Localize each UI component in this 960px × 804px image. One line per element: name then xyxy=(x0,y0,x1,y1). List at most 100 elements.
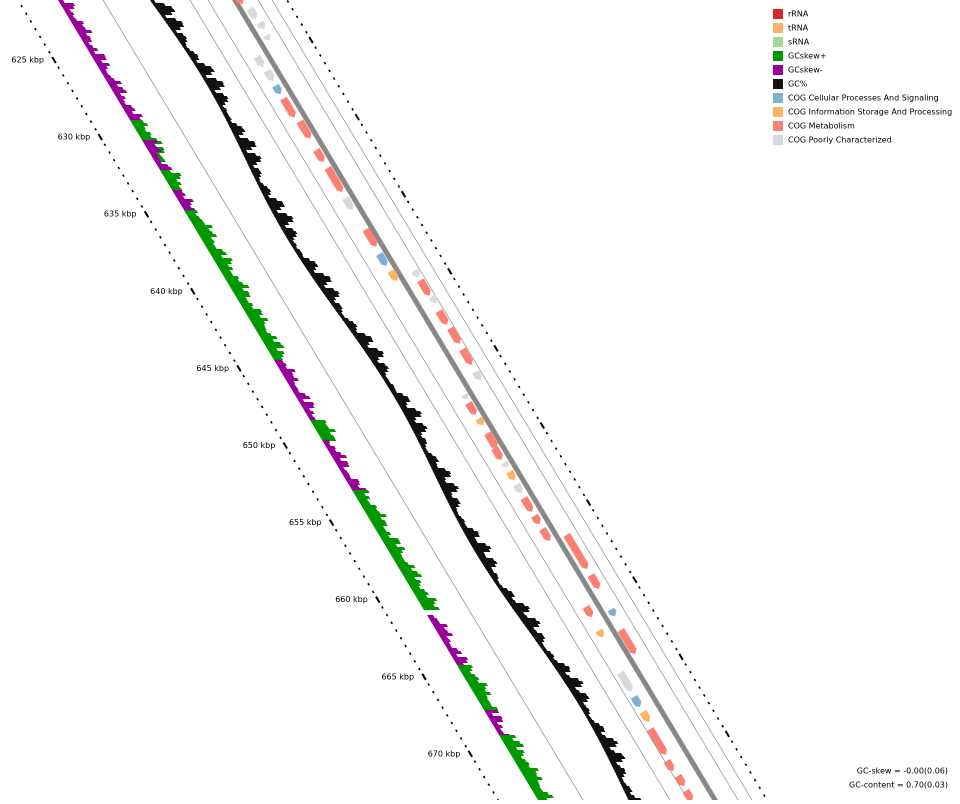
major-tick xyxy=(190,287,196,295)
gc-content-bar xyxy=(332,306,343,309)
minor-tick xyxy=(117,166,121,170)
gc-content-bar xyxy=(508,603,525,606)
gc-skew-positive xyxy=(533,792,550,795)
minor-tick xyxy=(443,262,447,266)
gc-content-bar xyxy=(606,756,626,759)
gc-skew-positive xyxy=(377,532,392,535)
gc-content-bar xyxy=(492,579,499,582)
gene-feature xyxy=(513,482,523,494)
minor-tick xyxy=(385,613,389,617)
gc-skew-positive xyxy=(227,282,244,285)
gc-skew-stat: GC-skew = -0.00(0.06) xyxy=(857,767,948,776)
minor-tick xyxy=(721,724,725,728)
gene-feature xyxy=(313,148,325,163)
gc-content-bar xyxy=(530,633,544,636)
minor-tick xyxy=(369,138,373,142)
gc-skew-positive xyxy=(464,677,480,680)
minor-tick xyxy=(24,12,28,16)
gc-skew-positive xyxy=(480,704,493,707)
gc-skew-negative xyxy=(158,167,173,170)
gc-content-bar xyxy=(475,552,486,555)
gc-content-bar xyxy=(454,516,463,519)
minor-tick xyxy=(689,670,692,674)
gene-feature xyxy=(607,607,617,617)
gc-skew-negative xyxy=(288,384,297,387)
gc-skew-negative xyxy=(428,618,439,621)
gc-content-bar xyxy=(177,39,188,42)
gene-feature xyxy=(263,68,275,82)
minor-tick xyxy=(749,771,752,774)
gc-content-bar xyxy=(549,660,559,663)
gc-content-bar xyxy=(295,252,304,255)
minor-tick xyxy=(464,744,467,748)
gc-skew-negative xyxy=(334,461,349,464)
minor-tick xyxy=(293,459,296,463)
minor-tick xyxy=(744,763,748,767)
minor-tick xyxy=(665,632,669,636)
legend-label: COG Cellular Processes And Signaling xyxy=(788,94,939,103)
gc-content-bar xyxy=(445,498,459,501)
minor-tick xyxy=(610,539,613,543)
gc-skew-negative xyxy=(275,363,287,366)
gc-skew-positive xyxy=(371,523,388,526)
gc-skew-positive xyxy=(163,176,181,179)
gc-content-bar xyxy=(559,675,571,678)
scale-label: 650 kbp xyxy=(243,441,276,450)
gc-content-bar xyxy=(222,114,230,117)
minor-tick xyxy=(758,786,762,790)
gene-feature xyxy=(324,166,344,193)
minor-tick xyxy=(492,791,495,794)
minor-tick xyxy=(89,120,93,124)
gc-skew-positive xyxy=(270,354,284,357)
gc-skew-negative xyxy=(142,140,159,143)
minor-tick xyxy=(302,474,306,478)
minor-tick xyxy=(205,313,208,316)
gc-content-bar xyxy=(221,111,229,114)
gc-skew-negative xyxy=(83,42,91,45)
gc-skew-negative xyxy=(143,143,156,146)
gc-skew-negative xyxy=(112,90,128,93)
gc-content-bar xyxy=(444,495,453,498)
gc-content-bar xyxy=(471,546,492,549)
gc-skew-positive xyxy=(375,529,387,532)
minor-tick xyxy=(675,647,678,651)
gc-content-bar xyxy=(464,534,480,537)
gc-content-bar xyxy=(482,564,497,567)
minor-tick xyxy=(624,562,627,566)
gc-content-bar xyxy=(494,582,501,585)
minor-tick xyxy=(513,377,516,381)
gc-content-bar xyxy=(279,225,287,228)
gc-skew-negative xyxy=(304,411,315,414)
minor-tick xyxy=(154,228,158,232)
gc-content-bar xyxy=(179,42,187,45)
minor-tick xyxy=(48,50,51,54)
minor-tick xyxy=(314,46,317,50)
gene-feature xyxy=(280,96,296,118)
gc-content-bar xyxy=(265,201,284,204)
major-tick xyxy=(97,133,103,141)
minor-tick xyxy=(321,505,324,509)
gc-content-bar xyxy=(303,264,319,267)
gc-content-bar xyxy=(293,249,302,252)
gc-content-bar xyxy=(229,126,243,129)
minor-tick xyxy=(445,713,449,717)
gc-content-bar xyxy=(504,597,514,600)
gc-skew-positive xyxy=(407,583,421,586)
minor-tick xyxy=(476,316,479,319)
gc-skew-negative xyxy=(152,158,161,161)
gc-content-bar xyxy=(237,144,257,147)
gc-skew-negative xyxy=(485,713,494,716)
gc-skew-negative xyxy=(173,193,187,196)
gc-content-bar xyxy=(235,138,250,141)
gene-feature xyxy=(491,446,503,461)
gc-skew-positive xyxy=(506,747,518,750)
minor-tick xyxy=(346,100,350,104)
gc-skew-positive xyxy=(462,674,477,677)
legend-label: GCskew+ xyxy=(788,52,826,61)
minor-tick xyxy=(177,266,181,270)
minor-tick xyxy=(392,177,396,181)
gc-content-bar xyxy=(442,492,453,495)
gc-skew-negative xyxy=(436,630,449,633)
minor-tick xyxy=(163,243,167,247)
